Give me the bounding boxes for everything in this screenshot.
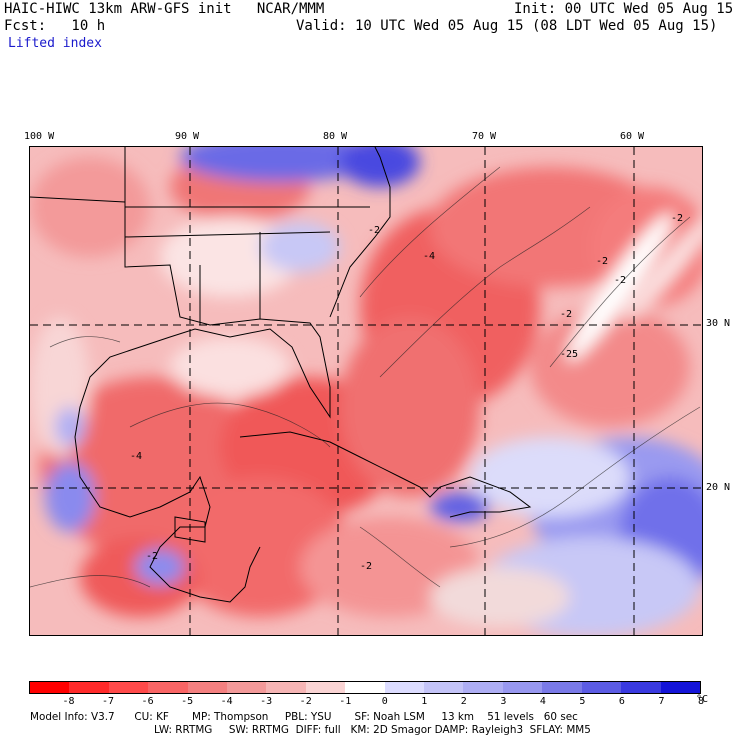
model-info-line2: LW: RRTMG SW: RRTMG DIFF: full KM: 2D Sm…	[154, 724, 591, 736]
color-scale-tick-label: 4	[539, 696, 546, 707]
color-scale-tick-label: 0	[381, 696, 388, 707]
color-scale-swatch	[30, 682, 70, 693]
init-time: Init: 00 UTC Wed 05 Aug 15	[514, 1, 734, 17]
color-scale-swatch	[542, 682, 582, 693]
color-scale-swatch	[621, 682, 661, 693]
lifted-index-map: -2 -4 -2 -2 -2 -2 -25 -4 -2 -2	[29, 146, 703, 636]
color-scale-tick-label: 7	[658, 696, 665, 707]
color-scale-tick-label: -6	[141, 696, 154, 707]
model-title: HAIC-HIWC 13km ARW-GFS init NCAR/MMM	[4, 1, 325, 17]
color-scale-swatch	[108, 682, 149, 693]
color-scale-tick-label: 1	[421, 696, 428, 707]
color-scale-tick-label: -1	[339, 696, 352, 707]
color-scale-tick-label: -7	[102, 696, 115, 707]
color-scale-tick-label: 2	[460, 696, 467, 707]
contour-label-1: -2	[368, 225, 380, 236]
lon-label-80w: 80 W	[323, 131, 348, 142]
color-scale-swatch	[227, 682, 267, 693]
color-scale-bar	[29, 681, 701, 694]
color-scale-swatch	[660, 682, 700, 693]
contour-label-10: -2	[360, 561, 372, 572]
contour-label-3: -2	[596, 256, 608, 267]
contour-lines	[30, 166, 701, 588]
lat-label-30n: 30 N	[706, 318, 731, 329]
map-graphic: -2 -4 -2 -2 -2 -2 -25 -4 -2 -2	[30, 147, 702, 635]
color-scale-swatch	[266, 682, 306, 693]
color-scale-swatch	[424, 682, 464, 693]
color-scale-tick-label: 5	[579, 696, 586, 707]
color-scale-tick-label: 6	[618, 696, 625, 707]
field-name: Lifted index	[8, 36, 102, 51]
color-scale-swatch	[463, 682, 503, 693]
color-scale-swatch	[69, 682, 109, 693]
contour-label-group: -2 -4 -2 -2 -2 -2 -25 -4 -2 -2	[130, 213, 683, 572]
coastlines	[30, 147, 532, 603]
color-scale-tick-label: 8	[697, 696, 705, 707]
contour-label-2: -4	[423, 251, 435, 262]
lat-label-20n: 20 N	[706, 482, 731, 493]
color-scale-swatch	[345, 682, 385, 693]
contour-label-5: -2	[614, 275, 626, 286]
lon-label-100w: 100 W	[24, 131, 55, 142]
color-scale-swatch	[384, 682, 425, 693]
valid-time: Valid: 10 UTC Wed 05 Aug 15 (08 LDT Wed …	[296, 18, 718, 34]
color-scale-tick-label: -3	[260, 696, 273, 707]
forecast-hour: Fcst: 10 h	[4, 18, 106, 34]
field-shading	[30, 147, 702, 635]
color-scale-swatch	[581, 682, 622, 693]
color-scale-tick-label: -4	[220, 696, 233, 707]
contour-label-8: -4	[130, 451, 142, 462]
color-scale-swatch	[502, 682, 543, 693]
contour-label-4: -2	[671, 213, 683, 224]
model-info-line1: Model Info: V3.7 CU: KF MP: Thompson PBL…	[30, 711, 578, 723]
color-scale-tick-label: -2	[299, 696, 312, 707]
color-scale-swatch	[148, 682, 188, 693]
lon-label-60w: 60 W	[620, 131, 645, 142]
color-scale-tick-label: 3	[500, 696, 507, 707]
contour-label-9: -2	[146, 551, 158, 562]
lat-lon-grid	[30, 147, 702, 635]
color-scale-unit: °C	[696, 694, 709, 705]
contour-label-6: -2	[560, 309, 572, 320]
contour-label-7: -25	[560, 349, 578, 360]
color-scale-tick-label: -5	[181, 696, 194, 707]
lon-label-70w: 70 W	[472, 131, 497, 142]
lon-label-90w: 90 W	[175, 131, 200, 142]
color-scale-tick-label: -8	[62, 696, 75, 707]
color-scale-swatch	[187, 682, 228, 693]
color-scale-swatch	[305, 682, 346, 693]
